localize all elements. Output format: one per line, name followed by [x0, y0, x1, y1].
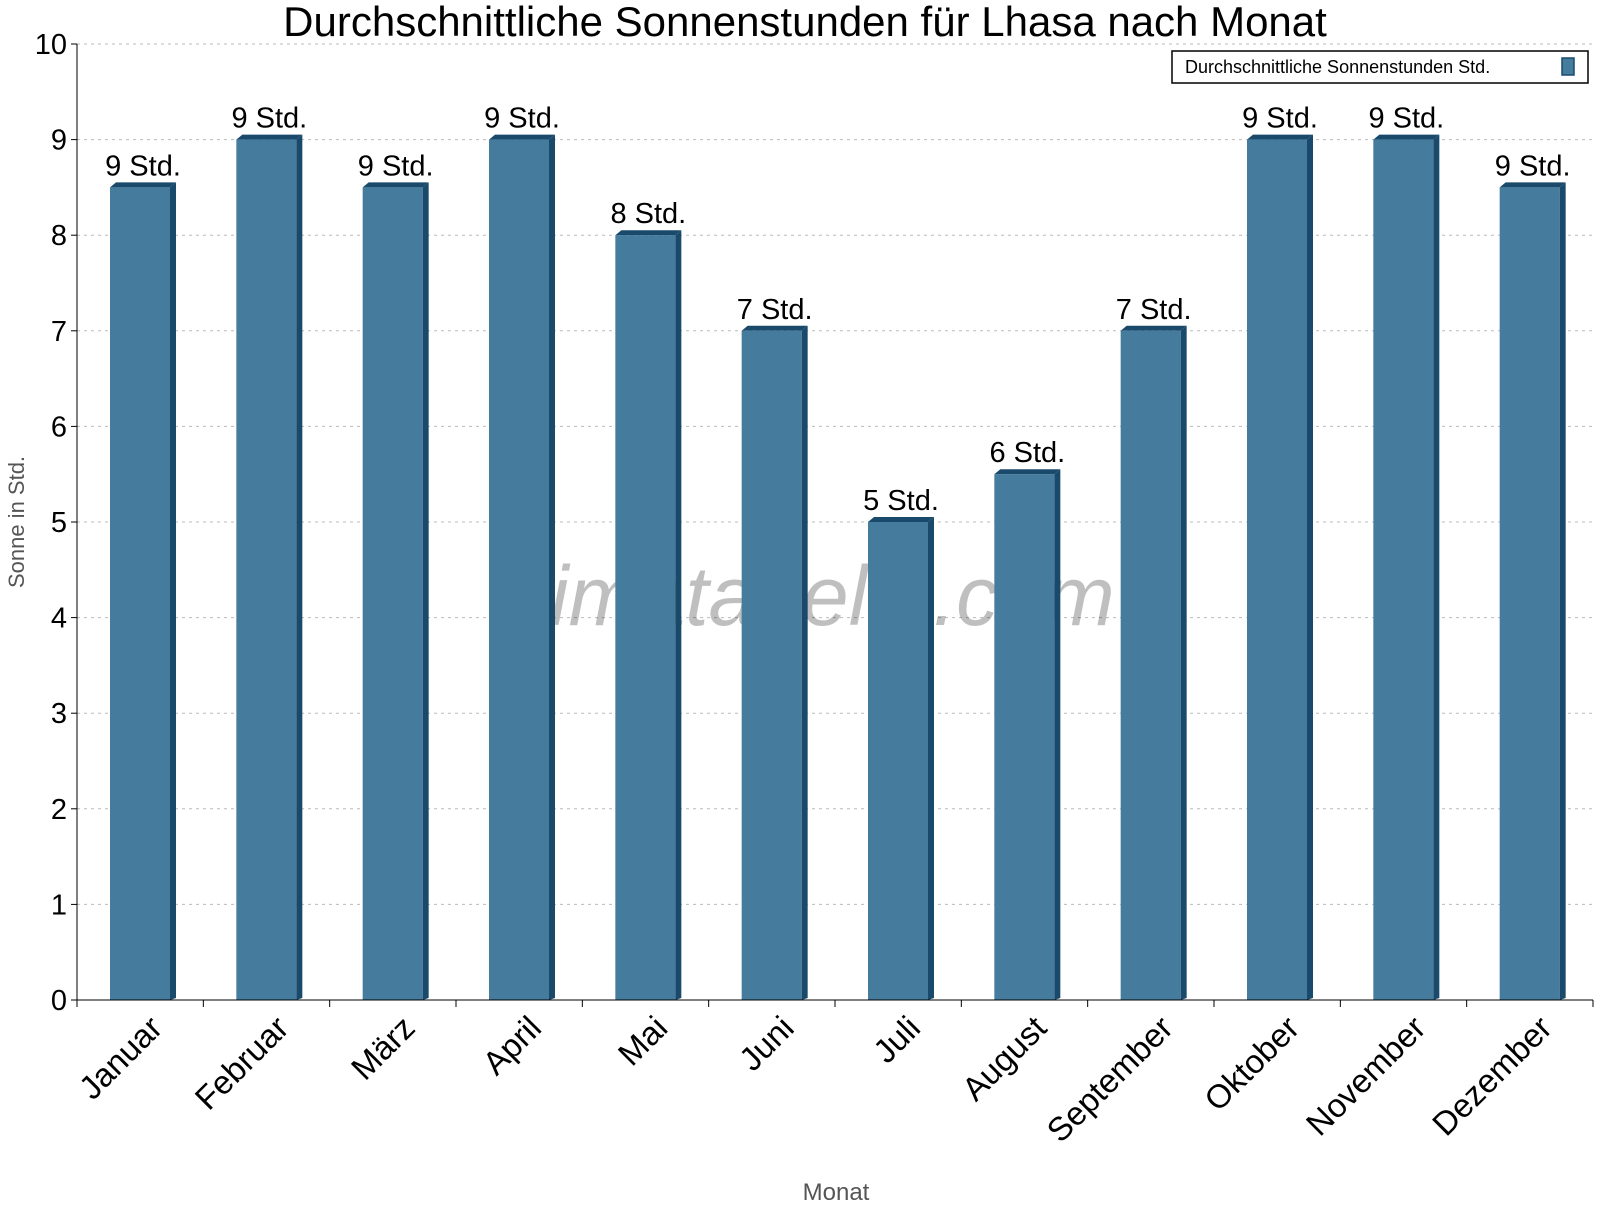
bar-top	[110, 182, 176, 188]
y-tick-label: 8	[51, 220, 67, 252]
bar-side	[422, 182, 429, 1000]
data-label: 7 Std.	[1116, 294, 1192, 326]
y-tick-label: 6	[51, 411, 67, 443]
bar-side	[928, 517, 934, 1000]
bar	[741, 330, 802, 1000]
bar-top	[362, 182, 429, 188]
x-tick-label: Mai	[611, 1009, 675, 1073]
bar-top	[868, 517, 934, 522]
data-label: 9 Std.	[1495, 150, 1571, 182]
data-label: 7 Std.	[737, 294, 813, 326]
x-tick-label: Januar	[72, 1009, 170, 1107]
y-tick-label: 1	[51, 889, 67, 921]
legend-box	[1171, 50, 1589, 84]
chart-title: Durchschnittliche Sonnenstunden für Lhas…	[283, 0, 1327, 45]
x-tick-label: Juli	[866, 1009, 927, 1070]
bar	[1499, 187, 1560, 1000]
bar	[1373, 139, 1434, 1001]
y-tick-label: 3	[51, 698, 67, 730]
bars: 9 Std. 9 Std. 9 Std. 9 Std. 8 Std. 7 Std. 5 St…	[105, 103, 1571, 1001]
x-axis-label: Monat	[803, 1179, 870, 1200]
grid-lines	[77, 43, 1593, 905]
bar-side	[1180, 325, 1187, 1000]
y-tick-label: 2	[51, 794, 67, 826]
bar-top	[1247, 134, 1313, 140]
bar	[1247, 139, 1307, 1001]
x-tick-label: April	[475, 1009, 548, 1082]
y-tick-label: 5	[51, 507, 67, 539]
bar-top	[741, 325, 808, 331]
y-tick-label: 10	[35, 29, 67, 61]
legend-label: Durchschnittliche Sonnenstunden Std.	[1185, 57, 1490, 77]
bar-side	[1559, 182, 1566, 1000]
bar-side	[801, 325, 808, 1000]
data-label: 9 Std.	[484, 103, 560, 135]
legend: Durchschnittliche Sonnenstunden Std.	[1171, 50, 1589, 84]
data-label: 9 Std.	[1242, 103, 1318, 135]
x-tick-label: Februar	[188, 1009, 296, 1117]
data-label: 9 Std.	[105, 150, 181, 182]
bar	[110, 187, 170, 1000]
x-tick-label: Dezember	[1425, 1009, 1559, 1143]
x-tick-label: März	[344, 1009, 422, 1087]
x-tick-label: September	[1039, 1009, 1179, 1149]
bar	[868, 522, 928, 1000]
data-label: 9 Std.	[231, 103, 307, 135]
data-label: 9 Std.	[358, 150, 434, 182]
bar-side	[296, 134, 303, 1001]
data-label: 9 Std.	[1368, 103, 1444, 135]
bar-side	[549, 134, 555, 1001]
bar-top	[236, 134, 303, 140]
bar	[489, 139, 549, 1001]
bar-side	[675, 230, 682, 1000]
bar	[1120, 330, 1181, 1000]
y-tick-label: 7	[51, 316, 67, 348]
bar-top	[1120, 325, 1187, 331]
bar-top	[1373, 134, 1440, 140]
bar	[236, 139, 297, 1001]
y-tick-label: 0	[51, 985, 67, 1017]
bar-side	[1054, 469, 1061, 1000]
bar	[362, 187, 423, 1000]
bar-side	[1307, 134, 1313, 1001]
x-tick-label: Oktober	[1197, 1009, 1306, 1118]
bar	[615, 235, 676, 1000]
bar	[994, 474, 1055, 1000]
bar-top	[615, 230, 682, 236]
bar-top	[489, 134, 555, 140]
y-tick-label: 9	[51, 125, 67, 157]
y-tick-label: 4	[51, 603, 67, 635]
x-tick-label: August	[955, 1009, 1054, 1108]
data-label: 8 Std.	[610, 198, 686, 230]
data-label: 5 Std.	[863, 485, 939, 517]
x-tick-label: Juni	[732, 1009, 801, 1078]
bar-top	[994, 469, 1061, 475]
x-tick-label: November	[1299, 1009, 1433, 1143]
bar-side	[1433, 134, 1440, 1001]
bar-top	[1499, 182, 1566, 188]
data-label: 6 Std.	[989, 437, 1065, 469]
y-axis-label: Sonne in Std.	[4, 456, 29, 588]
legend-swatch	[1561, 57, 1575, 76]
bar-side	[170, 182, 176, 1000]
